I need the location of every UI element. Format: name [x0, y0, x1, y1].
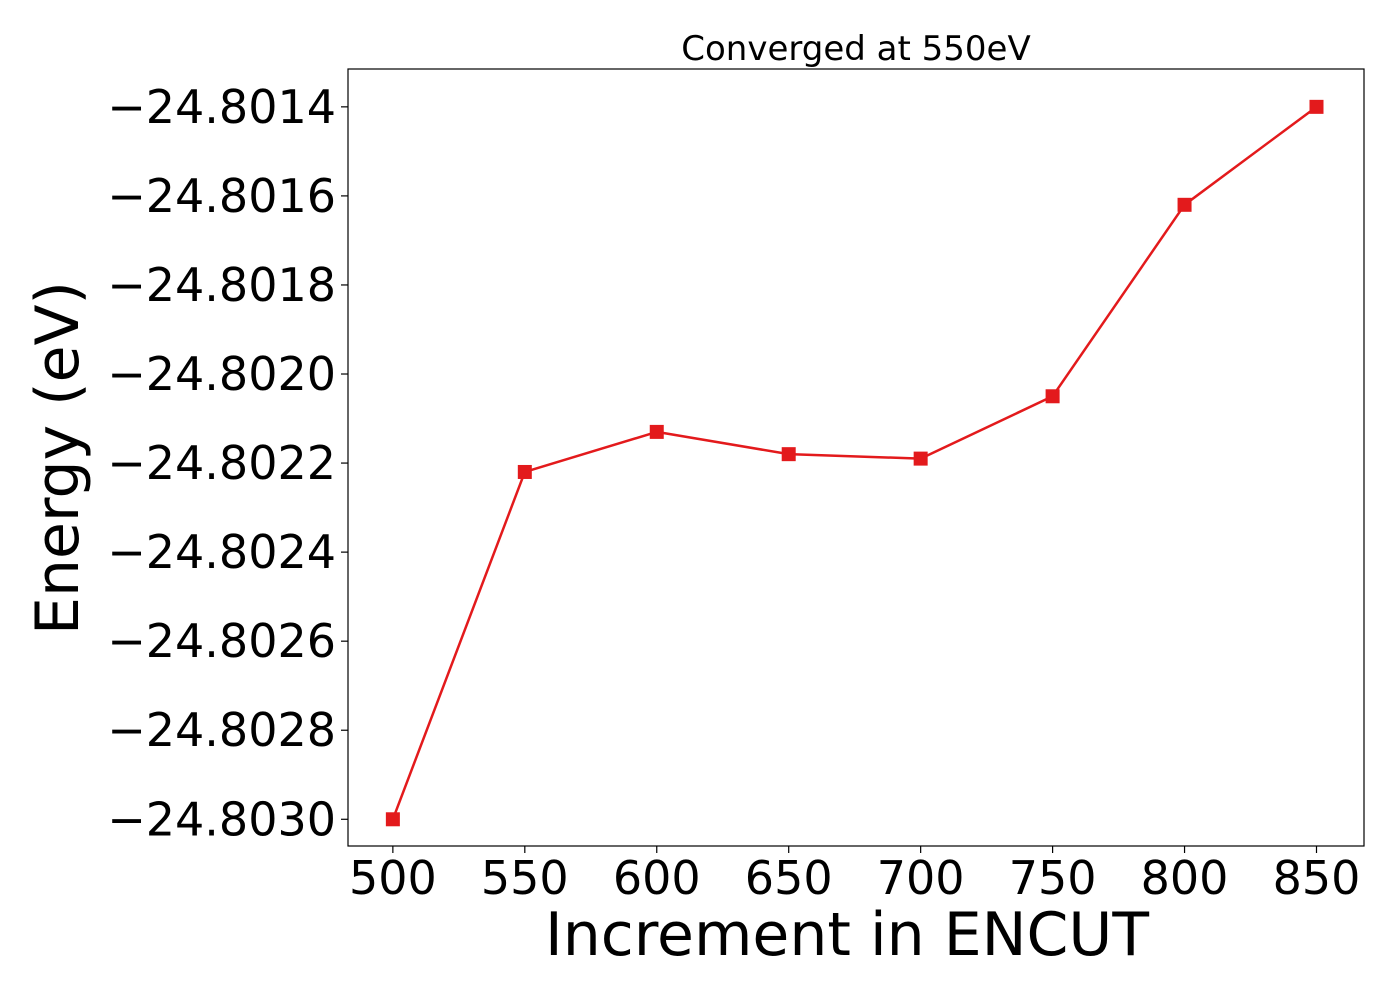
y-axis-label: Energy (eV)	[23, 281, 93, 635]
y-tick-label: −24.8020	[107, 347, 336, 401]
plot-area-frame	[347, 68, 1365, 847]
data-point-marker	[649, 424, 664, 439]
data-point-marker	[1045, 389, 1060, 404]
y-tick-label: −24.8022	[107, 436, 336, 490]
data-point-marker	[517, 464, 532, 479]
y-tick-label: −24.8014	[107, 80, 336, 134]
x-tick-label: 800	[1141, 851, 1229, 905]
data-point-marker	[385, 812, 400, 827]
x-axis-label: Increment in ENCUT	[545, 900, 1149, 970]
chart-title: Converged at 550eV	[681, 29, 1030, 69]
data-point-marker	[913, 451, 928, 466]
x-tick-label: 850	[1273, 851, 1361, 905]
x-tick-label: 650	[745, 851, 833, 905]
data-point-marker	[1177, 197, 1192, 212]
y-tick-label: −24.8030	[107, 792, 336, 846]
x-tick-label: 750	[1009, 851, 1097, 905]
y-axis-ticks: −24.8030 −24.8028 −24.8026 −24.8024 −24.8022…	[107, 80, 348, 846]
data-point-marker	[781, 447, 796, 462]
y-tick-label: −24.8024	[107, 525, 336, 579]
x-tick-label: 700	[877, 851, 965, 905]
y-tick-label: −24.8016	[107, 169, 336, 223]
y-tick-label: −24.8018	[107, 258, 336, 312]
y-tick-label: −24.8028	[107, 703, 336, 757]
y-tick-label: −24.8026	[107, 614, 336, 668]
x-tick-label: 500	[349, 851, 437, 905]
data-point-marker	[1309, 99, 1324, 114]
x-axis-ticks: 500 550 600 650 700 750 800 850	[349, 846, 1360, 905]
x-tick-label: 550	[481, 851, 569, 905]
x-tick-label: 600	[613, 851, 701, 905]
series-layer	[385, 99, 1324, 827]
series-line	[391, 105, 1318, 820]
